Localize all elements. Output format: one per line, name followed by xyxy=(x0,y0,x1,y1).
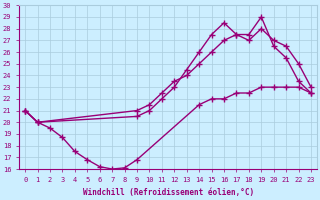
X-axis label: Windchill (Refroidissement éolien,°C): Windchill (Refroidissement éolien,°C) xyxy=(83,188,254,197)
